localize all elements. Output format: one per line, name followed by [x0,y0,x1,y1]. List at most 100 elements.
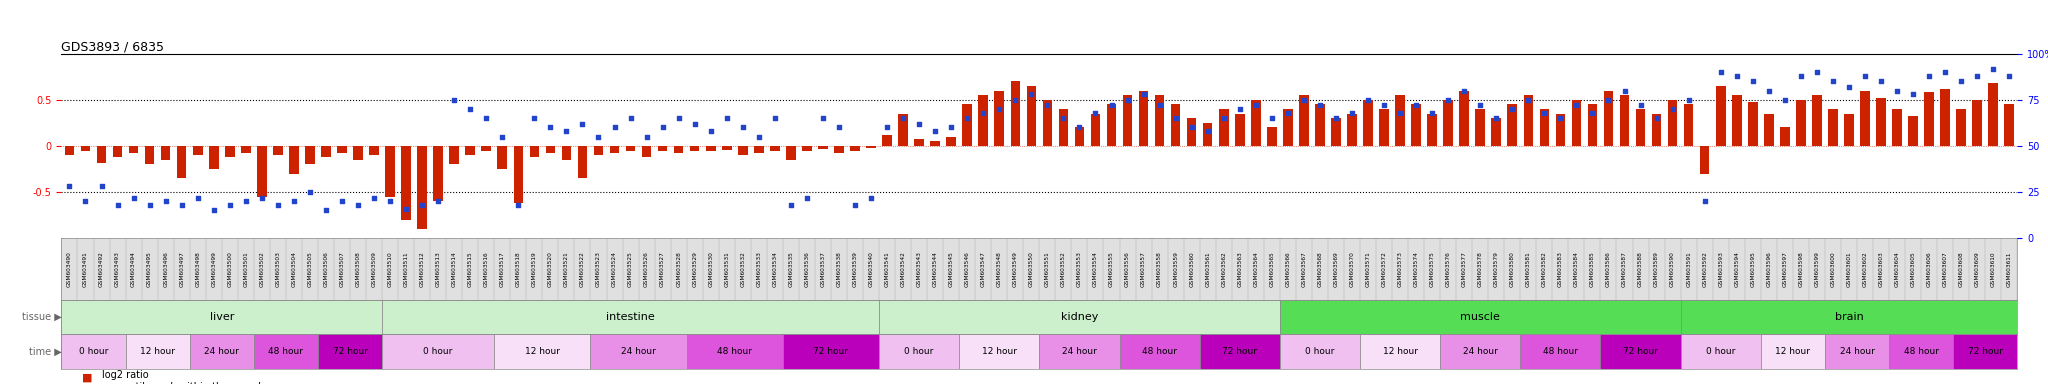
Point [1143,102,1176,108]
Point [342,202,375,208]
Point [197,207,229,214]
Point [53,184,86,190]
Bar [1010,81,1020,146]
Text: GSM603605: GSM603605 [1911,251,1915,287]
Text: GSM603593: GSM603593 [1718,251,1722,287]
Point [229,198,262,204]
Point [662,115,694,121]
Bar [1395,95,1405,146]
Point [1561,102,1593,108]
Point [1528,110,1561,116]
Bar [1219,109,1229,146]
Point [309,207,342,214]
Text: log2 ratio: log2 ratio [102,370,150,380]
Text: GSM603490: GSM603490 [68,251,72,287]
Bar [1282,109,1292,146]
Point [1849,73,1882,79]
Point [838,202,870,208]
Point [1767,97,1800,103]
Point [758,115,791,121]
Bar [1796,100,1806,146]
Point [1993,73,2025,79]
Point [870,124,903,131]
Text: GSM603557: GSM603557 [1141,251,1147,287]
Bar [176,146,186,178]
Bar [494,334,590,369]
Point [406,202,438,208]
Text: GSM603522: GSM603522 [580,251,586,287]
Bar [1122,95,1133,146]
Bar [1700,146,1710,174]
Text: GSM603523: GSM603523 [596,251,600,287]
Text: GSM603583: GSM603583 [1559,251,1563,287]
Bar [1524,95,1534,146]
Bar [1925,93,1933,146]
Text: GSM603587: GSM603587 [1622,251,1626,287]
Bar [707,146,715,151]
Point [70,198,102,204]
Bar [817,146,827,149]
Point [950,115,983,121]
Point [86,184,119,190]
Bar [786,146,797,160]
Bar [225,146,236,157]
Text: GSM603579: GSM603579 [1493,251,1499,287]
Bar [879,334,958,369]
Text: GSM603551: GSM603551 [1044,251,1051,287]
Text: GSM603512: GSM603512 [420,251,424,287]
Bar [1604,91,1614,146]
Bar [66,146,74,155]
Bar [770,146,780,151]
Point [1481,115,1513,121]
Text: GSM603499: GSM603499 [211,251,217,287]
Text: GSM603578: GSM603578 [1479,251,1483,287]
Point [967,110,999,116]
Text: GSM603528: GSM603528 [676,251,682,287]
Text: 72 hour: 72 hour [1624,347,1659,356]
Point [1432,97,1464,103]
Text: GSM603533: GSM603533 [756,251,762,287]
Text: GSM603498: GSM603498 [195,251,201,287]
Text: muscle: muscle [1460,312,1501,322]
Text: GSM603496: GSM603496 [164,251,168,287]
Point [279,198,311,204]
Text: GSM603561: GSM603561 [1204,251,1210,286]
Point [1047,115,1079,121]
Point [1464,102,1497,108]
Text: GSM603543: GSM603543 [918,251,922,287]
Point [711,115,743,121]
Point [1720,73,1753,79]
Point [1608,88,1640,94]
Bar [162,146,170,160]
Text: GSM603572: GSM603572 [1382,251,1386,287]
Bar [1747,102,1757,146]
Point [1399,102,1432,108]
Bar [913,139,924,146]
Bar [1520,334,1599,369]
Bar [1587,104,1597,146]
Bar [1780,127,1790,146]
Bar [317,334,383,369]
Text: 12 hour: 12 hour [981,347,1016,356]
Text: GSM603534: GSM603534 [772,251,778,287]
Text: GSM603505: GSM603505 [307,251,313,287]
Bar [1042,100,1053,146]
Point [1864,78,1896,84]
Point [1833,84,1866,90]
Bar [1876,98,1886,146]
Text: GSM603582: GSM603582 [1542,251,1546,287]
Bar [305,146,315,164]
Text: GSM603594: GSM603594 [1735,251,1739,287]
Text: 72 hour: 72 hour [813,347,848,356]
Bar [1444,100,1452,146]
Bar [434,146,442,201]
Bar [322,146,332,157]
Bar [1059,109,1069,146]
Point [438,97,471,103]
Bar [850,146,860,151]
Text: 72 hour: 72 hour [1968,347,2003,356]
Text: GSM603596: GSM603596 [1765,251,1772,287]
Point [1192,128,1225,134]
Text: GSM603504: GSM603504 [291,251,297,287]
Text: 0 hour: 0 hour [1706,347,1735,356]
